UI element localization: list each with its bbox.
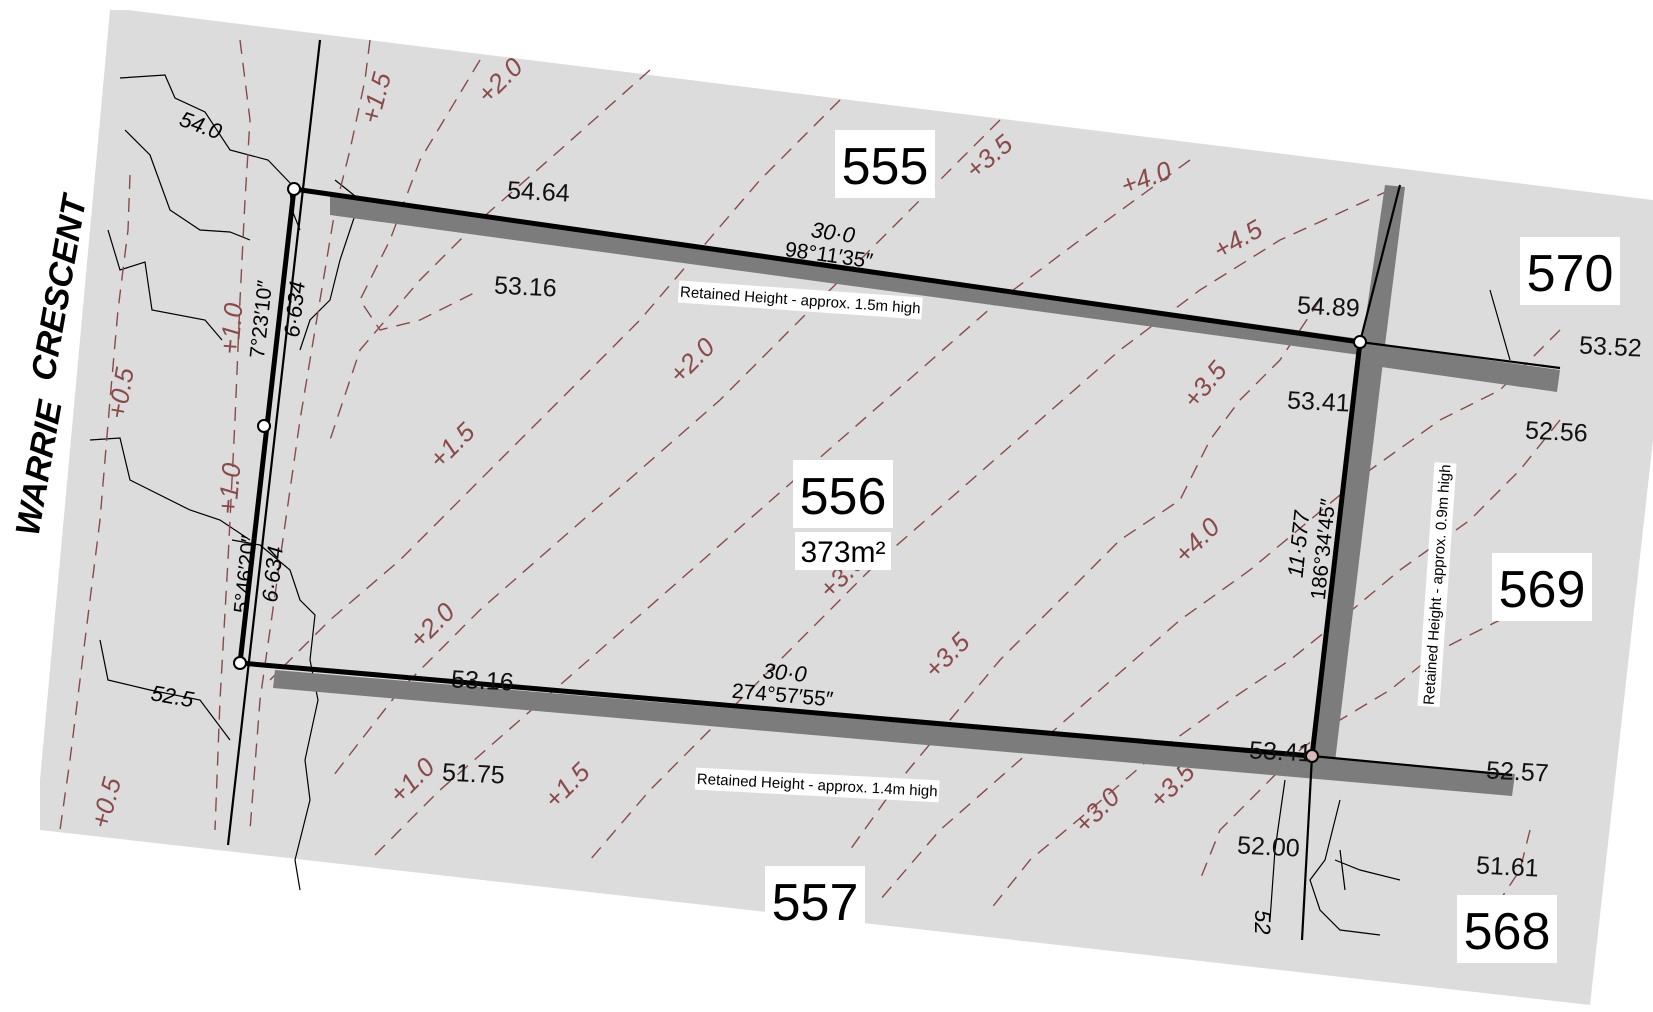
spot-levels: 54.64 53.16 54.89 53.41 53.52 52.56 53.1… [441, 176, 1642, 882]
spot-level: 54.89 [1296, 291, 1360, 322]
lot-label-555: 555 [835, 130, 935, 198]
north-boundary-distance: 30·0 [809, 217, 857, 248]
adjoining-boundaries [226, 39, 1561, 941]
spot-level: 52.57 [1485, 756, 1549, 787]
survey-peg [257, 419, 271, 433]
lot-label-568: 568 [1457, 895, 1557, 963]
spot-level: 53.41 [1286, 386, 1350, 417]
design-label: +1.0 [212, 461, 246, 515]
survey-peg [1305, 749, 1319, 763]
spot-level: 53.16 [493, 271, 557, 302]
survey-peg [287, 182, 301, 196]
spot-level: 53.16 [450, 665, 514, 696]
lot-number-568: 568 [1464, 903, 1551, 961]
lot-number-556: 556 [800, 468, 887, 526]
spot-level: 51.75 [441, 758, 505, 789]
survey-peg [233, 656, 247, 670]
south-boundary-distance: 30·0 [762, 658, 809, 687]
west-lower-distance: 6·634 [257, 545, 288, 604]
spot-level: 52.00 [1236, 831, 1300, 862]
spot-level: 52.56 [1524, 416, 1588, 447]
lot-number-557: 557 [772, 874, 859, 932]
lot-label-557: 557 [765, 866, 865, 934]
contour-label: 52 [1250, 910, 1275, 934]
east-retaining-wall [1312, 343, 1385, 770]
northeast-retaining-wall [1360, 342, 1560, 392]
survey-peg [1353, 335, 1367, 349]
lot-number-570: 570 [1527, 245, 1614, 303]
spot-level: 53.52 [1578, 331, 1642, 362]
spot-level: 53.41 [1248, 736, 1312, 767]
lot-label-569: 569 [1492, 553, 1592, 621]
lot-label-570: 570 [1520, 237, 1620, 305]
south-retaining-wall [273, 670, 1515, 796]
spot-level: 51.61 [1475, 851, 1539, 882]
design-label: +1.0 [214, 301, 248, 355]
street-name-word1: WARRIE [9, 397, 70, 539]
west-upper-distance: 6·634 [279, 280, 310, 339]
spot-level: 54.64 [506, 176, 570, 207]
lot-area-556: 373m² [800, 536, 885, 569]
lot-label-556: 556 373m² [793, 460, 893, 570]
lot-number-569: 569 [1499, 561, 1586, 619]
lot570-side-wall [1362, 185, 1405, 345]
natural-contours [89, 74, 1511, 936]
lot-number-555: 555 [842, 138, 929, 196]
